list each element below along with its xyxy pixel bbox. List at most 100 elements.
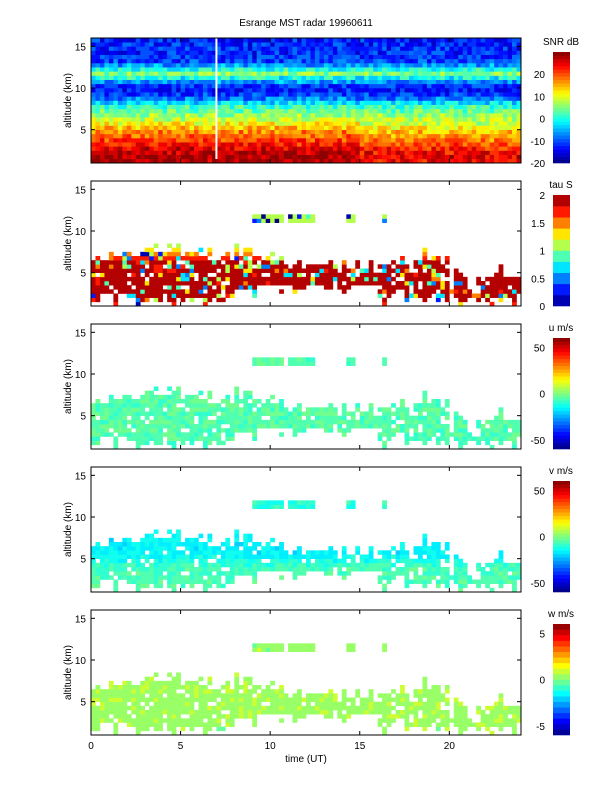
heatmap-cell	[476, 133, 481, 139]
heatmap-cell	[180, 432, 186, 437]
heatmap-cell	[386, 96, 392, 101]
heatmap-cell	[279, 100, 284, 105]
heatmap-cell	[238, 281, 244, 286]
heatmap-cell	[185, 75, 190, 80]
heatmap-cell	[202, 46, 208, 51]
heatmap-cell	[453, 96, 459, 101]
heatmap-cell	[225, 125, 231, 130]
heatmap-cell	[279, 129, 284, 135]
heatmap-cell	[238, 71, 244, 76]
heatmap-cell	[91, 562, 96, 568]
heatmap-cell	[314, 411, 320, 416]
heatmap-cell	[229, 264, 235, 269]
heatmap-cell	[117, 63, 123, 68]
heatmap-cell	[404, 104, 410, 110]
heatmap-cell	[162, 272, 168, 278]
heatmap-cell	[297, 142, 302, 147]
heatmap-cell	[498, 79, 504, 85]
heatmap-cell	[135, 50, 141, 55]
heatmap-cell	[319, 158, 325, 164]
heatmap-cell	[314, 42, 320, 47]
heatmap-cell	[202, 276, 208, 282]
heatmap-cell	[91, 419, 96, 425]
heatmap-cell	[131, 75, 137, 80]
heatmap-cell	[265, 542, 271, 547]
heatmap-cell	[382, 38, 387, 43]
heatmap-cell	[104, 83, 110, 89]
heatmap-cell	[364, 42, 370, 47]
heatmap-cell	[440, 54, 446, 60]
heatmap-cell	[135, 260, 141, 265]
heatmap-cell	[247, 550, 253, 555]
heatmap-cell	[355, 67, 361, 72]
heatmap-cell	[341, 113, 347, 118]
heatmap-cell	[409, 58, 414, 64]
heatmap-cell	[126, 158, 132, 164]
heatmap-cell	[202, 67, 208, 72]
heatmap-cell	[265, 411, 271, 416]
heatmap-cell	[220, 67, 226, 72]
heatmap-cell	[162, 281, 168, 286]
heatmap-cell	[108, 67, 114, 72]
heatmap-cell	[108, 260, 114, 265]
heatmap-cell	[247, 428, 253, 433]
heatmap-cell	[440, 428, 446, 433]
heatmap-cell	[185, 158, 190, 164]
heatmap-cell	[256, 113, 262, 118]
heatmap-cell	[458, 63, 464, 68]
heatmap-cell	[400, 38, 405, 43]
heatmap-cell	[117, 154, 123, 160]
heatmap-cell	[270, 46, 275, 51]
heatmap-cell	[243, 63, 249, 68]
heatmap-cell	[135, 138, 141, 143]
heatmap-cell	[306, 63, 311, 68]
heatmap-cell	[158, 158, 163, 164]
heatmap-cell	[279, 218, 284, 223]
heatmap-cell	[413, 88, 419, 93]
heatmap-cell	[306, 133, 311, 139]
heatmap-cell	[122, 285, 128, 290]
heatmap-cell	[503, 133, 508, 139]
heatmap-cell	[449, 289, 455, 294]
heatmap-cell	[265, 504, 271, 509]
heatmap-cell	[386, 268, 392, 273]
heatmap-cell	[162, 50, 168, 55]
heatmap-cell	[256, 504, 262, 509]
heatmap-cell	[449, 96, 455, 101]
heatmap-cell	[301, 562, 307, 568]
heatmap-cell	[144, 558, 150, 564]
heatmap-cell	[140, 42, 146, 47]
heatmap-cell	[91, 133, 96, 139]
heatmap-cell	[444, 281, 450, 286]
heatmap-cell	[332, 113, 338, 118]
heatmap-cell	[355, 150, 361, 155]
heatmap-cell	[135, 154, 141, 160]
heatmap-cell	[247, 42, 253, 47]
heatmap-cell	[198, 96, 204, 101]
heatmap-cell	[229, 419, 235, 425]
heatmap-cell	[216, 289, 222, 294]
heatmap-cell	[364, 117, 370, 122]
heatmap-cell	[274, 419, 280, 425]
heatmap-cell	[337, 138, 343, 143]
heatmap-cell	[391, 108, 396, 114]
heatmap-cell	[158, 399, 163, 404]
colorbar-swatch	[553, 149, 570, 153]
heatmap-cell	[158, 58, 163, 64]
heatmap-cell	[288, 415, 293, 421]
heatmap-cell	[149, 96, 155, 101]
heatmap-cell	[314, 121, 320, 126]
heatmap-cell	[368, 138, 374, 143]
heatmap-cell	[198, 268, 204, 273]
heatmap-cell	[176, 138, 181, 143]
colorbar-swatch	[553, 421, 570, 426]
heatmap-cell	[194, 432, 199, 437]
heatmap-cell	[113, 550, 119, 555]
heatmap-cell	[301, 104, 307, 110]
heatmap-cell	[288, 268, 293, 273]
heatmap-cell	[507, 436, 513, 441]
heatmap-cell	[368, 415, 374, 421]
heatmap-cell	[113, 133, 119, 139]
heatmap-cell	[243, 129, 249, 135]
heatmap-cell	[382, 218, 387, 223]
